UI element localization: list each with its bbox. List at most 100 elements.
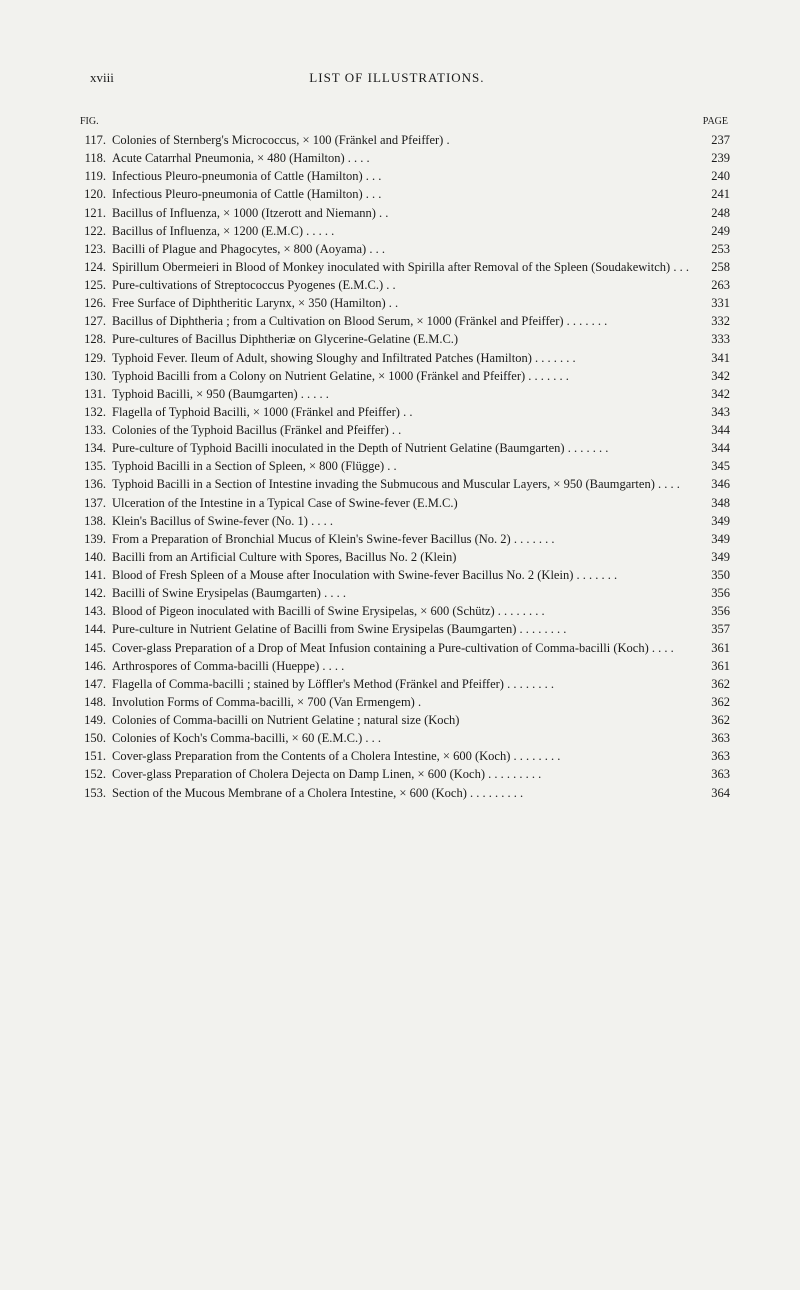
column-labels: FIG. PAGE [80,116,730,127]
entry-number: 146. [80,657,112,675]
header-title: LIST OF ILLUSTRATIONS. [309,70,484,86]
entry-text: Colonies of Sternberg's Micrococcus, × 1… [112,131,730,149]
list-entry: 151.Cover-glass Preparation from the Con… [80,747,730,765]
entry-text: Free Surface of Diphtheritic Larynx, × 3… [112,294,730,312]
entry-page-number: 342 [695,385,730,403]
entry-page-number: 350 [695,566,730,584]
entry-number: 129. [80,349,112,367]
list-entry: 139.From a Preparation of Bronchial Mucu… [80,530,730,548]
list-entry: 120.Infectious Pleuro-pneumonia of Cattl… [80,185,730,203]
entry-page-number: 348 [695,494,730,512]
entry-number: 124. [80,258,112,276]
entry-page-number: 331 [695,294,730,312]
list-entry: 130.Typhoid Bacilli from a Colony on Nut… [80,367,730,385]
list-entry: 153.Section of the Mucous Membrane of a … [80,784,730,802]
entry-number: 117. [80,131,112,149]
entry-text: Pure-cultures of Bacillus Diphtheriæ on … [112,330,730,348]
entry-page-number: 356 [695,602,730,620]
entry-text: Klein's Bacillus of Swine-fever (No. 1) … [112,512,730,530]
entry-number: 123. [80,240,112,258]
entry-page-number: 364 [695,784,730,802]
entry-page-number: 241 [695,185,730,203]
list-entry: 137.Ulceration of the Intestine in a Typ… [80,494,730,512]
entry-text: Typhoid Fever. Ileum of Adult, showing S… [112,349,730,367]
entry-text: Colonies of Koch's Comma-bacilli, × 60 (… [112,729,730,747]
entry-text: Ulceration of the Intestine in a Typical… [112,494,730,512]
entry-page-number: 258 [695,258,730,276]
entry-number: 128. [80,330,112,348]
entry-number: 121. [80,204,112,222]
entry-text: Arthrospores of Comma-bacilli (Hueppe) .… [112,657,730,675]
entry-text: Bacilli from an Artificial Culture with … [112,548,730,566]
entry-number: 139. [80,530,112,548]
entry-text: Typhoid Bacilli in a Section of Spleen, … [112,457,730,475]
entry-page-number: 237 [695,131,730,149]
entry-page-number: 362 [695,675,730,693]
list-entry: 125.Pure-cultivations of Streptococcus P… [80,276,730,294]
entry-page-number: 346 [695,475,730,493]
entry-number: 144. [80,620,112,638]
entry-number: 138. [80,512,112,530]
entry-page-number: 356 [695,584,730,602]
entry-page-number: 344 [695,421,730,439]
entry-text: Colonies of the Typhoid Bacillus (Fränke… [112,421,730,439]
list-entry: 152.Cover-glass Preparation of Cholera D… [80,765,730,783]
entry-number: 149. [80,711,112,729]
entry-page-number: 361 [695,657,730,675]
entry-number: 143. [80,602,112,620]
entry-text: Involution Forms of Comma-bacilli, × 700… [112,693,730,711]
entry-number: 145. [80,639,112,657]
entry-number: 142. [80,584,112,602]
list-entry: 150.Colonies of Koch's Comma-bacilli, × … [80,729,730,747]
list-entry: 122.Bacillus of Influenza, × 1200 (E.M.C… [80,222,730,240]
entry-number: 122. [80,222,112,240]
entry-number: 140. [80,548,112,566]
entry-text: Cover-glass Preparation from the Content… [112,747,730,765]
list-entry: 141.Blood of Fresh Spleen of a Mouse aft… [80,566,730,584]
entry-text: Infectious Pleuro-pneumonia of Cattle (H… [112,185,730,203]
entry-text: From a Preparation of Bronchial Mucus of… [112,530,730,548]
entry-number: 132. [80,403,112,421]
list-entry: 146.Arthrospores of Comma-bacilli (Huepp… [80,657,730,675]
entry-page-number: 333 [695,330,730,348]
fig-label: FIG. [80,116,99,127]
entry-text: Pure-culture of Typhoid Bacilli inoculat… [112,439,730,457]
entry-number: 136. [80,475,112,493]
list-entry: 143.Blood of Pigeon inoculated with Baci… [80,602,730,620]
list-entry: 149.Colonies of Comma-bacilli on Nutrien… [80,711,730,729]
entry-text: Infectious Pleuro-pneumonia of Cattle (H… [112,167,730,185]
list-entry: 140.Bacilli from an Artificial Culture w… [80,548,730,566]
entry-text: Bacillus of Influenza, × 1000 (Itzerott … [112,204,730,222]
entry-number: 126. [80,294,112,312]
list-entry: 117.Colonies of Sternberg's Micrococcus,… [80,131,730,149]
entry-page-number: 341 [695,349,730,367]
entry-text: Pure-cultivations of Streptococcus Pyoge… [112,276,730,294]
entry-text: Blood of Fresh Spleen of a Mouse after I… [112,566,730,584]
entry-page-number: 363 [695,765,730,783]
entry-text: Bacilli of Swine Erysipelas (Baumgarten)… [112,584,730,602]
list-entry: 135.Typhoid Bacilli in a Section of Sple… [80,457,730,475]
entry-page-number: 344 [695,439,730,457]
list-entry: 136.Typhoid Bacilli in a Section of Inte… [80,475,730,493]
entry-page-number: 345 [695,457,730,475]
list-entry: 124.Spirillum Obermeieri in Blood of Mon… [80,258,730,276]
entry-number: 120. [80,185,112,203]
entry-number: 153. [80,784,112,802]
entry-text: Acute Catarrhal Pneumonia, × 480 (Hamilt… [112,149,730,167]
entry-page-number: 362 [695,693,730,711]
entry-page-number: 349 [695,548,730,566]
illustrations-list: 117.Colonies of Sternberg's Micrococcus,… [80,131,730,802]
entry-page-number: 343 [695,403,730,421]
entry-text: Typhoid Bacilli from a Colony on Nutrien… [112,367,730,385]
entry-page-number: 363 [695,729,730,747]
entry-text: Section of the Mucous Membrane of a Chol… [112,784,730,802]
list-entry: 123.Bacilli of Plague and Phagocytes, × … [80,240,730,258]
entry-text: Typhoid Bacilli, × 950 (Baumgarten) . . … [112,385,730,403]
entry-page-number: 349 [695,530,730,548]
entry-page-number: 248 [695,204,730,222]
entry-number: 150. [80,729,112,747]
entry-text: Pure-culture in Nutrient Gelatine of Bac… [112,620,730,638]
entry-text: Cover-glass Preparation of a Drop of Mea… [112,639,730,657]
list-entry: 145.Cover-glass Preparation of a Drop of… [80,639,730,657]
list-entry: 134.Pure-culture of Typhoid Bacilli inoc… [80,439,730,457]
